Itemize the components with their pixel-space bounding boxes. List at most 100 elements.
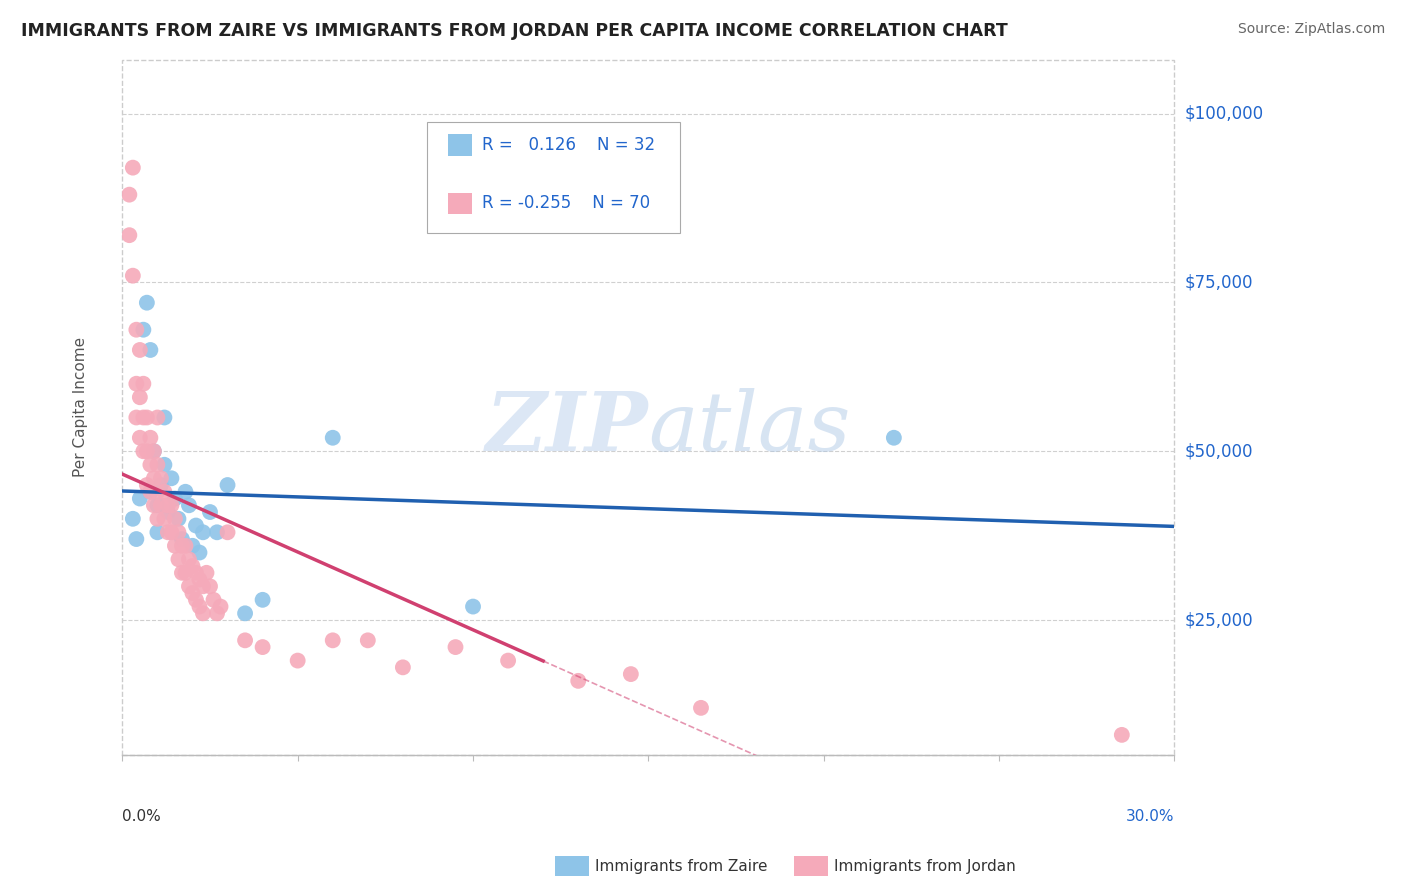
Point (125, 532, 148, 546)
Text: $25,000: $25,000 (1185, 611, 1254, 629)
Text: IMMIGRANTS FROM ZAIRE VS IMMIGRANTS FROM JORDAN PER CAPITA INCOME CORRELATION CH: IMMIGRANTS FROM ZAIRE VS IMMIGRANTS FROM… (21, 22, 1008, 40)
Point (444, 640, 467, 654)
Text: 30.0%: 30.0% (1126, 809, 1174, 824)
Point (217, 525, 239, 540)
Point (132, 323, 155, 337)
Point (146, 498, 169, 512)
Text: atlas: atlas (648, 388, 851, 468)
Text: $50,000: $50,000 (1185, 442, 1254, 460)
Point (128, 491, 150, 506)
Point (177, 498, 200, 512)
Point (567, 673, 589, 688)
Point (135, 444, 157, 458)
Point (184, 592, 207, 607)
Point (1111, 728, 1133, 742)
Point (170, 566, 193, 580)
Point (160, 471, 183, 485)
Point (153, 484, 176, 499)
Text: $75,000: $75,000 (1185, 274, 1254, 292)
Point (149, 478, 172, 492)
Point (146, 525, 169, 540)
Point (139, 431, 162, 445)
Text: 0.0%: 0.0% (122, 809, 162, 824)
Point (160, 525, 183, 540)
Point (195, 566, 218, 580)
Point (118, 228, 141, 243)
Point (142, 444, 165, 458)
Point (167, 552, 190, 566)
Point (322, 633, 344, 648)
Point (191, 607, 214, 621)
Point (620, 667, 643, 681)
Text: $100,000: $100,000 (1185, 104, 1264, 122)
Point (146, 484, 169, 499)
FancyBboxPatch shape (449, 134, 471, 155)
Point (252, 592, 274, 607)
Point (322, 431, 344, 445)
Point (177, 552, 200, 566)
Point (177, 579, 200, 593)
Point (198, 579, 221, 593)
Point (156, 498, 179, 512)
Text: R =   0.126    N = 32: R = 0.126 N = 32 (482, 136, 655, 154)
Point (146, 512, 169, 526)
Point (153, 458, 176, 472)
Point (128, 431, 150, 445)
Point (883, 431, 905, 445)
Point (153, 410, 176, 425)
Point (188, 573, 211, 587)
Point (205, 607, 228, 621)
Point (205, 525, 228, 540)
Point (188, 545, 211, 559)
Point (392, 660, 415, 674)
Point (181, 539, 204, 553)
Point (146, 458, 169, 472)
Text: Source: ZipAtlas.com: Source: ZipAtlas.com (1237, 22, 1385, 37)
Point (184, 566, 207, 580)
Point (690, 701, 713, 715)
FancyBboxPatch shape (449, 193, 471, 214)
Point (233, 607, 256, 621)
Point (461, 599, 484, 614)
Point (174, 566, 197, 580)
Point (357, 633, 380, 648)
Point (233, 633, 256, 648)
Point (132, 410, 155, 425)
Text: R = -0.255    N = 70: R = -0.255 N = 70 (482, 194, 650, 212)
Point (191, 579, 214, 593)
Point (125, 323, 148, 337)
Point (181, 559, 204, 574)
Point (142, 444, 165, 458)
Point (139, 343, 162, 357)
Point (153, 512, 176, 526)
Point (188, 599, 211, 614)
Point (287, 654, 309, 668)
Point (163, 491, 186, 506)
Point (217, 478, 239, 492)
Text: ZIP: ZIP (485, 388, 648, 468)
Point (149, 498, 172, 512)
Point (170, 539, 193, 553)
Point (252, 640, 274, 654)
Point (174, 539, 197, 553)
Point (209, 599, 232, 614)
Point (139, 458, 162, 472)
Point (121, 512, 143, 526)
Point (198, 505, 221, 519)
Point (174, 484, 197, 499)
Point (142, 471, 165, 485)
Point (170, 532, 193, 546)
Point (125, 410, 148, 425)
Point (167, 525, 190, 540)
Point (118, 187, 141, 202)
Point (202, 592, 225, 607)
Point (167, 512, 190, 526)
Point (149, 471, 172, 485)
Point (156, 525, 179, 540)
Point (191, 525, 214, 540)
Point (146, 410, 169, 425)
Text: Per Capita Income: Per Capita Income (73, 337, 87, 477)
Point (135, 295, 157, 310)
Point (132, 444, 155, 458)
Point (496, 654, 519, 668)
